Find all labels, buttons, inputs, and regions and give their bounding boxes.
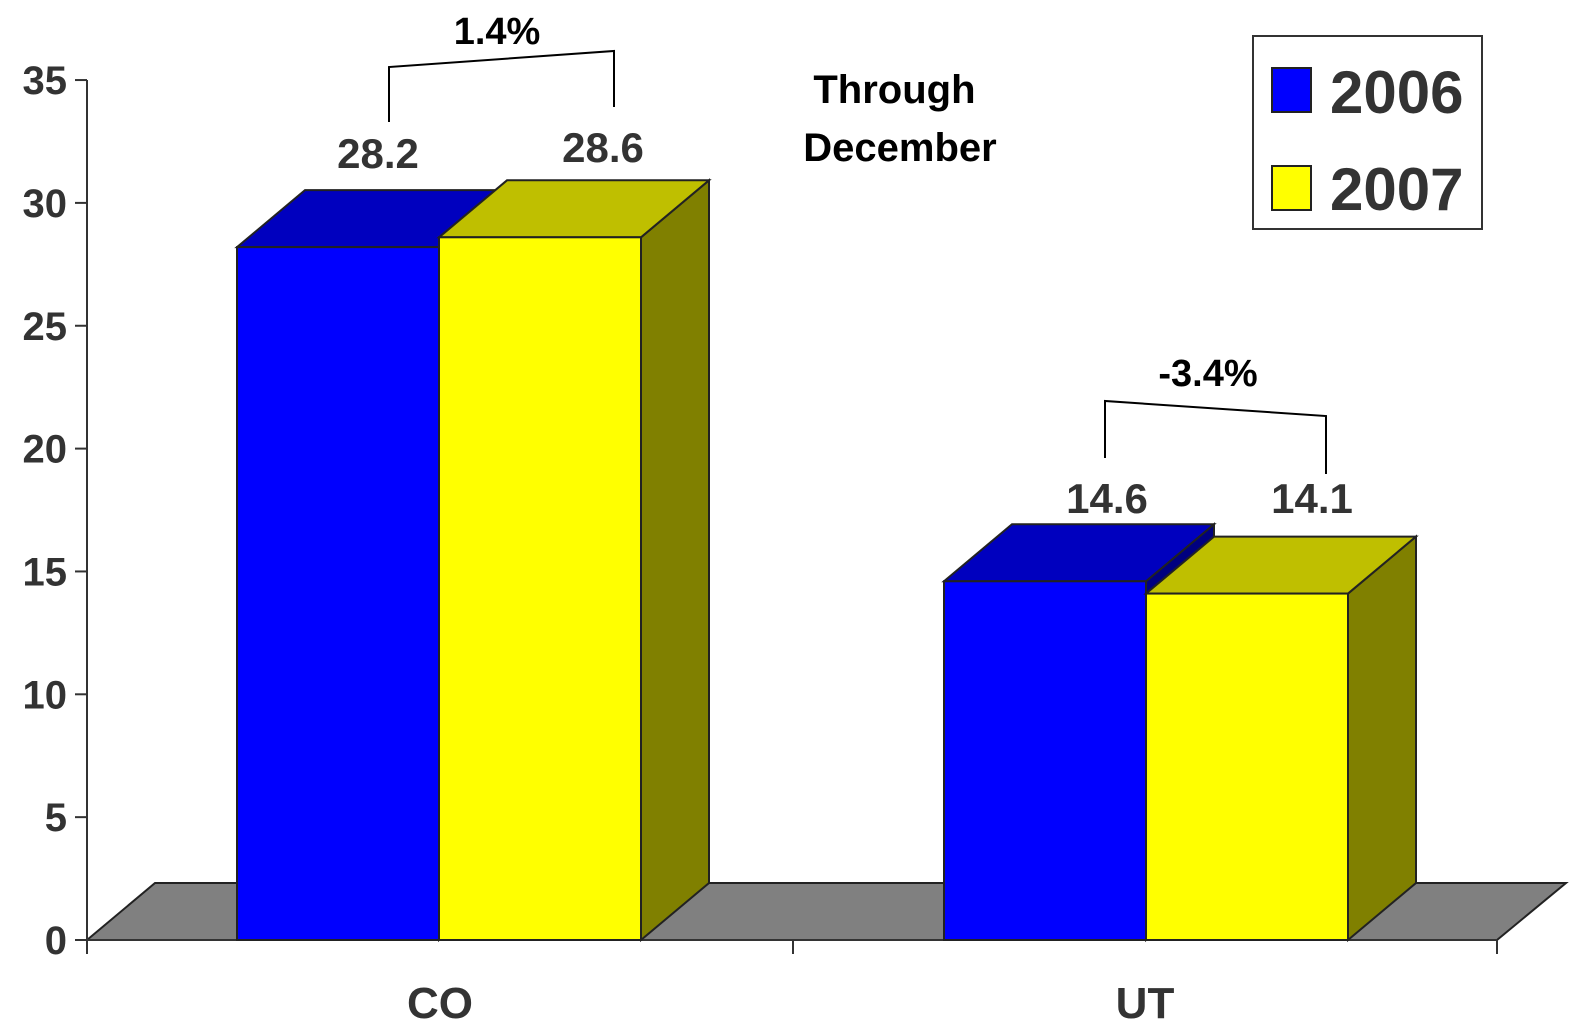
bar-side (640, 178, 710, 943)
y-tick-label: 20 (23, 428, 68, 472)
value-label: 14.6 (1066, 475, 1148, 522)
category-label: UT (1116, 979, 1175, 1027)
bar-side (1347, 534, 1417, 943)
change-bracket (388, 49, 615, 122)
bar-front (236, 246, 440, 942)
bar-front (438, 236, 642, 942)
value-label: 14.1 (1271, 475, 1353, 522)
change-bracket (1104, 399, 1327, 474)
y-tick-label: 30 (23, 182, 68, 226)
percent-change-label: -3.4% (1158, 353, 1257, 395)
subtitle: Through December (803, 68, 996, 170)
bar-front (1145, 592, 1349, 941)
legend-label-2006: 2006 (1330, 59, 1463, 126)
y-tick-label: 10 (23, 673, 68, 717)
legend: 2006 2007 (1252, 35, 1483, 230)
change-brackets: 1.4% -3.4% (388, 11, 1327, 474)
value-labels: 28.2 28.6 14.6 14.1 (337, 124, 1353, 522)
value-label: 28.2 (337, 130, 419, 177)
y-tick-label: 15 (23, 550, 68, 594)
bar-co-2007 (436, 178, 712, 943)
percent-change-label: 1.4% (454, 11, 541, 53)
legend-swatch-2006 (1271, 67, 1312, 113)
legend-swatch-2007 (1271, 165, 1312, 211)
y-tick-label: 25 (23, 305, 68, 349)
bar-ut-2007 (1143, 534, 1419, 943)
subtitle-line-2: December (803, 126, 996, 170)
category-label: CO (407, 979, 473, 1027)
y-tick-label: 35 (23, 59, 68, 103)
bar-front (943, 580, 1147, 941)
y-tick-label: 0 (45, 919, 67, 963)
subtitle-line-1: Through (813, 68, 975, 112)
value-label: 28.6 (562, 124, 644, 171)
bars (234, 178, 1419, 943)
y-tick-label: 5 (45, 796, 67, 840)
legend-label-2007: 2007 (1330, 156, 1463, 223)
